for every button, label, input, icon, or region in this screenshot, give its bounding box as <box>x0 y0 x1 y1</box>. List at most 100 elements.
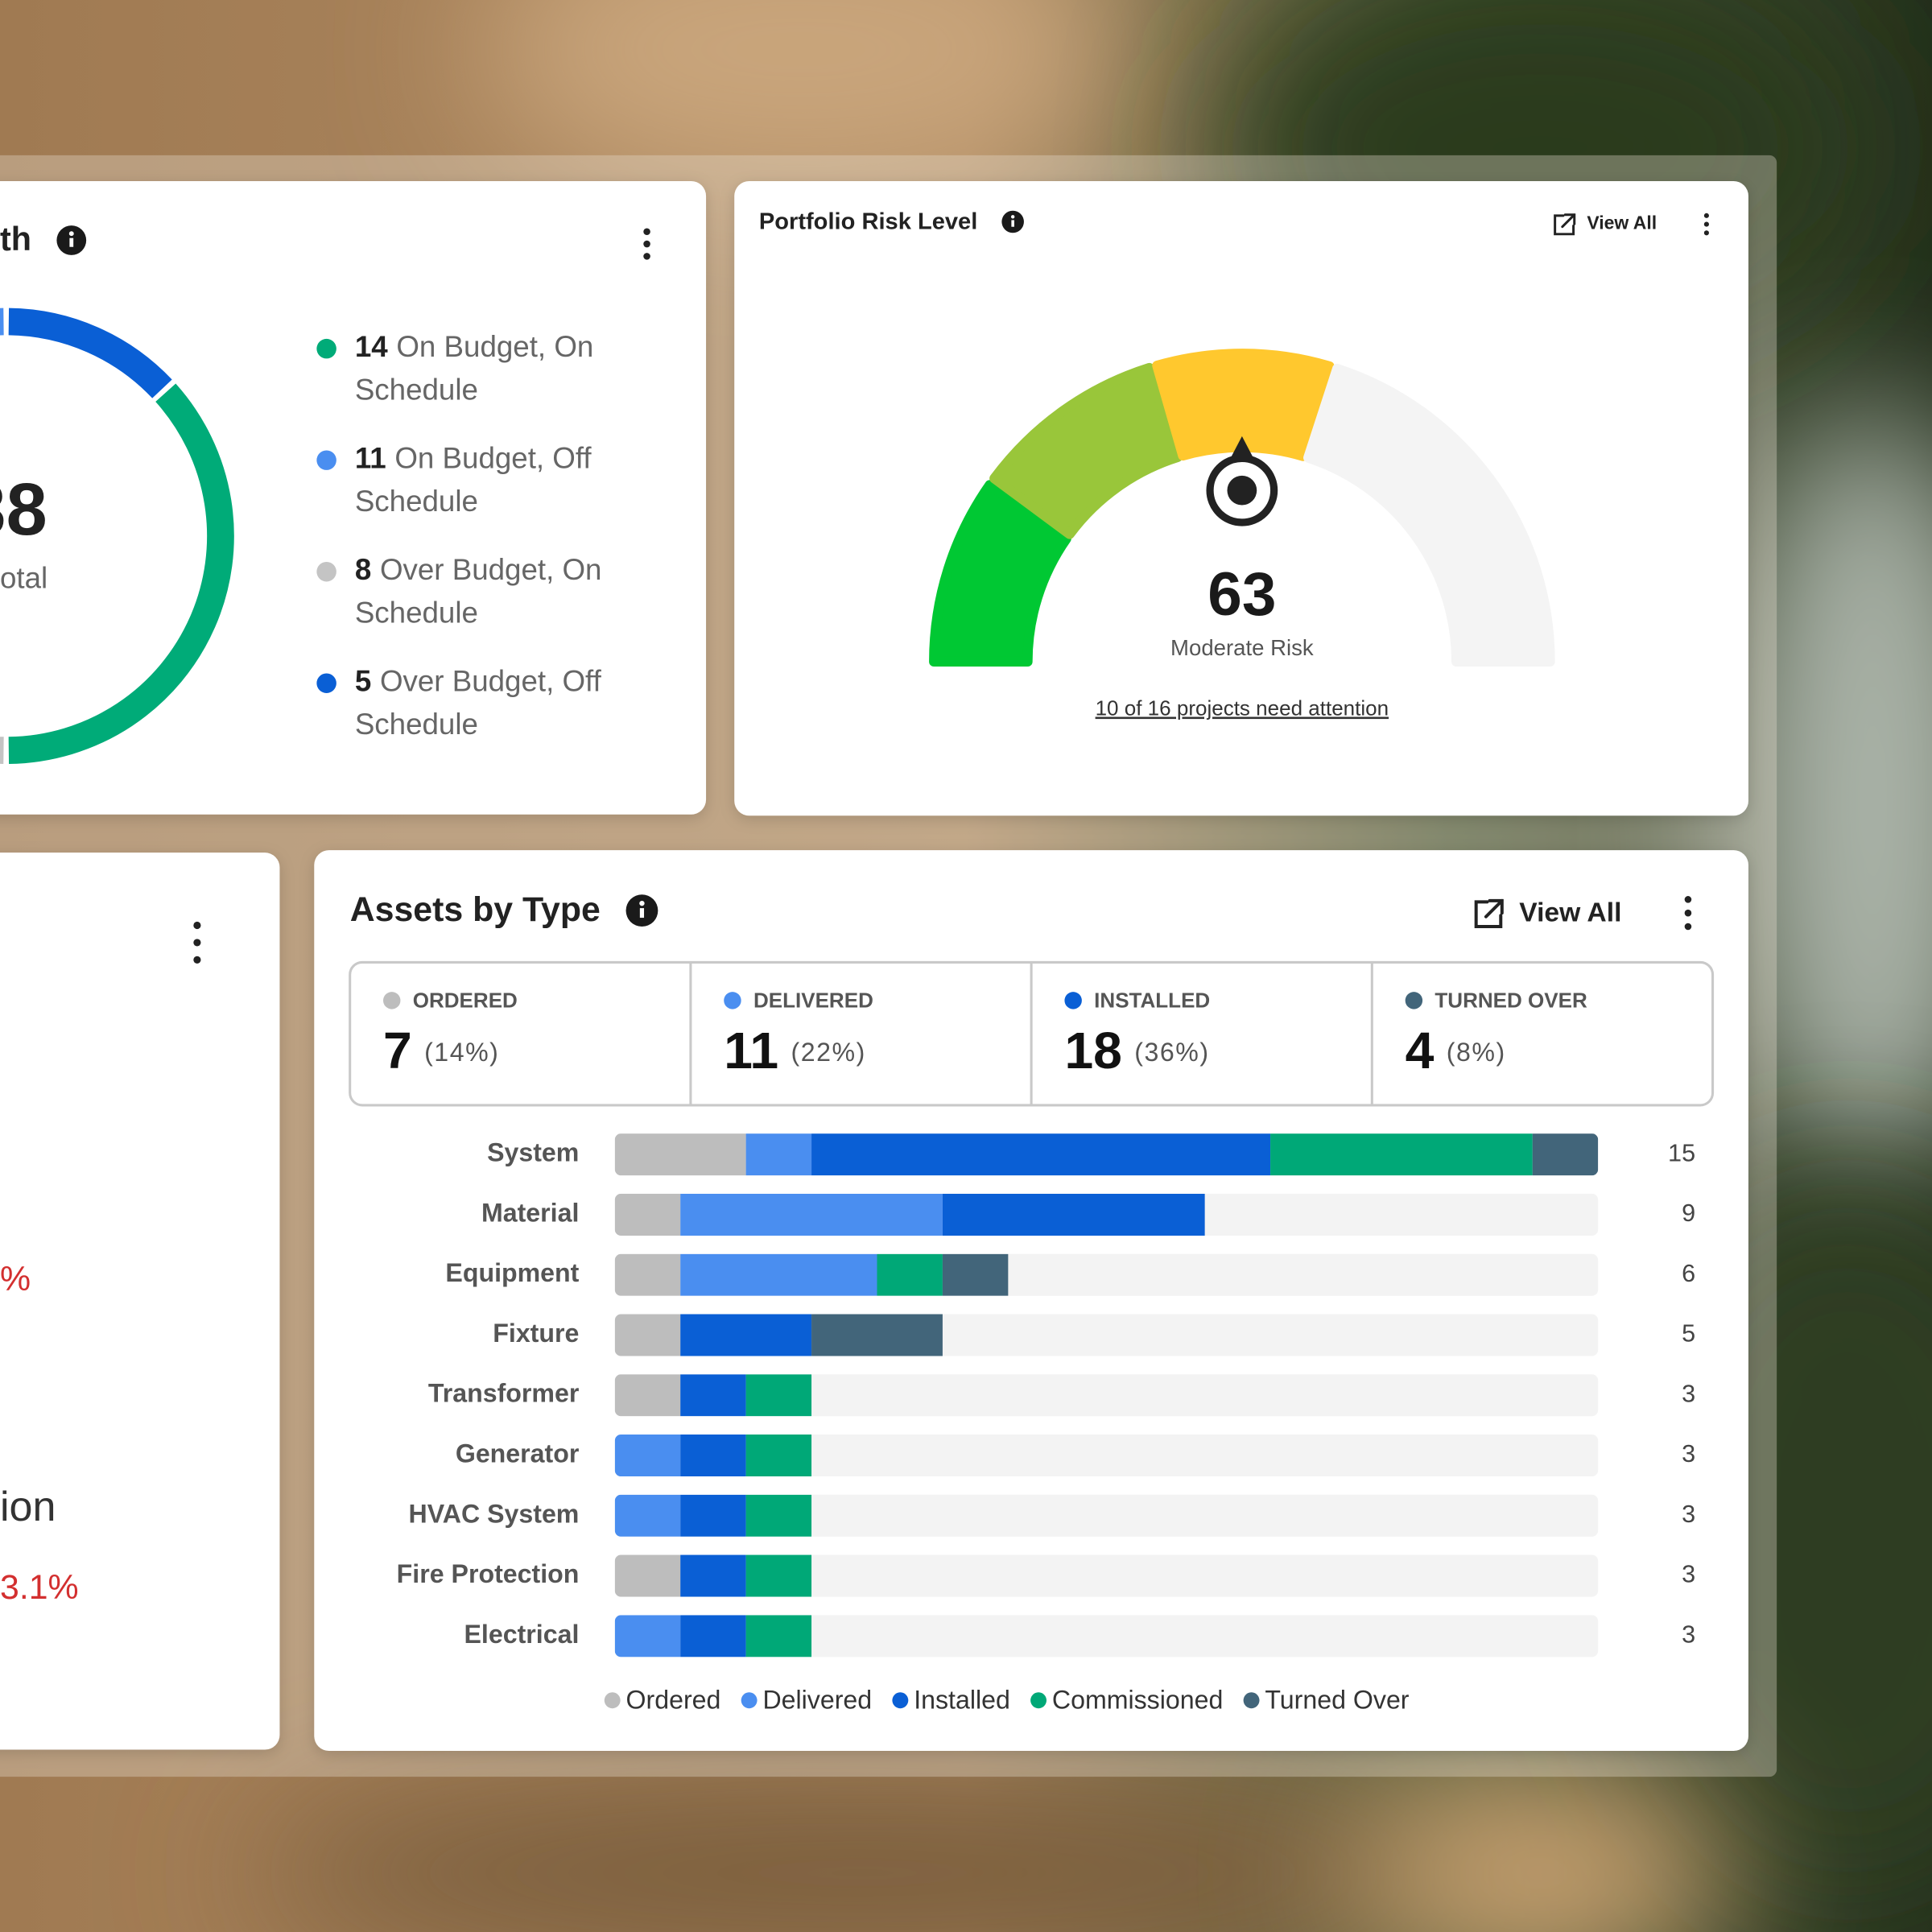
gauge-band <box>989 362 1183 539</box>
kebab-dot <box>1703 230 1709 236</box>
bar-segment <box>614 1133 746 1176</box>
stat-label: INSTALLED <box>1094 988 1210 1012</box>
bar-segment <box>614 1554 681 1597</box>
legend-count: 8 <box>355 553 371 586</box>
legend-label: Schedule <box>355 596 478 629</box>
stat-pct: (8%) <box>1447 1038 1506 1067</box>
legend-entry: 11 On Budget, Off <box>355 441 592 474</box>
legend-entry: 14 On Budget, On <box>355 330 594 363</box>
bar-stack <box>614 1253 1009 1296</box>
stat-pct: (36%) <box>1134 1038 1209 1067</box>
bar-segment <box>942 1253 1009 1296</box>
stat-value: 7 <box>383 1022 412 1080</box>
bar-segment <box>680 1554 746 1597</box>
stat-dot <box>1064 992 1082 1009</box>
legend-entry: Ordered <box>626 1685 721 1714</box>
info-dot <box>1010 215 1015 219</box>
row-total: 15 <box>1668 1139 1695 1166</box>
legend-entry: Installed <box>914 1685 1010 1714</box>
legend-entry: Delivered <box>762 1685 872 1714</box>
kebab-dot <box>1684 909 1692 917</box>
bar-segment <box>745 1615 812 1657</box>
category-label: Equipment <box>445 1258 579 1287</box>
kebab-dot <box>1684 896 1692 903</box>
legend-dot <box>316 561 336 582</box>
bar-stack <box>614 1554 812 1597</box>
bar-stack <box>614 1193 1205 1236</box>
bar-segment <box>614 1314 681 1356</box>
bar-segment <box>745 1554 812 1597</box>
legend-entry: Turned Over <box>1265 1685 1409 1714</box>
bar-segment <box>942 1193 1205 1236</box>
legend-dot <box>1243 1692 1260 1709</box>
kebab-dot <box>1703 213 1709 218</box>
bar-stack <box>614 1374 812 1417</box>
row-total: 3 <box>1682 1620 1695 1648</box>
stat-value-line: 7 (14%) <box>383 1022 499 1080</box>
kebab-menu[interactable] <box>643 228 650 260</box>
category-label: Fire Protection <box>397 1559 580 1588</box>
kebab-menu[interactable] <box>1684 896 1692 931</box>
bar-track <box>614 1435 1599 1477</box>
row-total: 3 <box>1682 1380 1695 1407</box>
stat-value-line: 18 (36%) <box>1064 1022 1209 1080</box>
donut-segment <box>8 308 172 398</box>
legend-count: 14 <box>355 330 388 363</box>
row-total: 3 <box>1682 1440 1695 1468</box>
stat-label: ORDERED <box>413 988 518 1012</box>
info-icon[interactable] <box>625 894 658 927</box>
row-total: 5 <box>1682 1320 1695 1348</box>
bar-segment <box>680 1193 943 1236</box>
info-bar <box>1011 220 1014 227</box>
value-fragment: 3.1% <box>0 1568 79 1607</box>
category-label: HVAC System <box>409 1499 580 1528</box>
view-all[interactable]: View All <box>1587 213 1657 233</box>
stat-value: 11 <box>724 1022 778 1080</box>
kebab-menu[interactable] <box>1703 213 1709 236</box>
value-fragment: % <box>0 1260 31 1298</box>
stat-value: 4 <box>1406 1022 1435 1080</box>
stat-dot <box>383 992 401 1009</box>
bar-segment <box>680 1494 746 1537</box>
bar-stack <box>614 1435 812 1477</box>
legend-dot <box>892 1692 909 1709</box>
stat-dot <box>724 992 741 1009</box>
stat-value: 18 <box>1064 1022 1121 1080</box>
gauge-needle-hub <box>1227 475 1257 506</box>
gauge-band <box>1303 363 1555 667</box>
external-link-icon[interactable] <box>1554 213 1576 236</box>
risk-status: Moderate Risk <box>1170 635 1314 660</box>
card-title: Portfolio Risk Level <box>759 209 977 235</box>
legend-dot <box>316 338 336 359</box>
bar-segment <box>614 1494 681 1537</box>
stat-label: DELIVERED <box>753 988 873 1012</box>
category-label: Generator <box>456 1439 580 1468</box>
info-bar <box>69 237 74 247</box>
category-label: Transformer <box>428 1379 580 1408</box>
legend-count: 5 <box>355 664 371 697</box>
stat-pct: (22%) <box>791 1038 865 1067</box>
view-all[interactable]: View All <box>1519 898 1621 928</box>
kebab-menu[interactable] <box>193 921 201 964</box>
attention-link[interactable]: 10 of 16 projects need attention <box>1096 696 1389 720</box>
info-icon[interactable] <box>56 225 87 255</box>
info-icon[interactable] <box>1001 210 1024 233</box>
donut-total-label: otal <box>0 562 47 595</box>
bar-segment <box>614 1374 681 1417</box>
bar-segment <box>614 1615 681 1657</box>
stat-pct: (14%) <box>424 1038 499 1067</box>
bar-segment <box>680 1253 877 1296</box>
category-label: System <box>487 1138 579 1167</box>
legend-label: Schedule <box>355 708 478 741</box>
kebab-dot <box>193 956 201 964</box>
external-link-icon[interactable] <box>1474 898 1504 929</box>
row-total: 3 <box>1682 1561 1695 1588</box>
bar-segment <box>614 1253 681 1296</box>
donut-total: 38 <box>0 469 47 551</box>
bar-segment <box>680 1374 746 1417</box>
category-label: Fixture <box>493 1319 579 1348</box>
row-total: 6 <box>1682 1260 1695 1287</box>
stat-value-line: 4 (8%) <box>1406 1022 1506 1080</box>
legend-dot <box>316 673 336 693</box>
bar-segment <box>745 1494 812 1537</box>
